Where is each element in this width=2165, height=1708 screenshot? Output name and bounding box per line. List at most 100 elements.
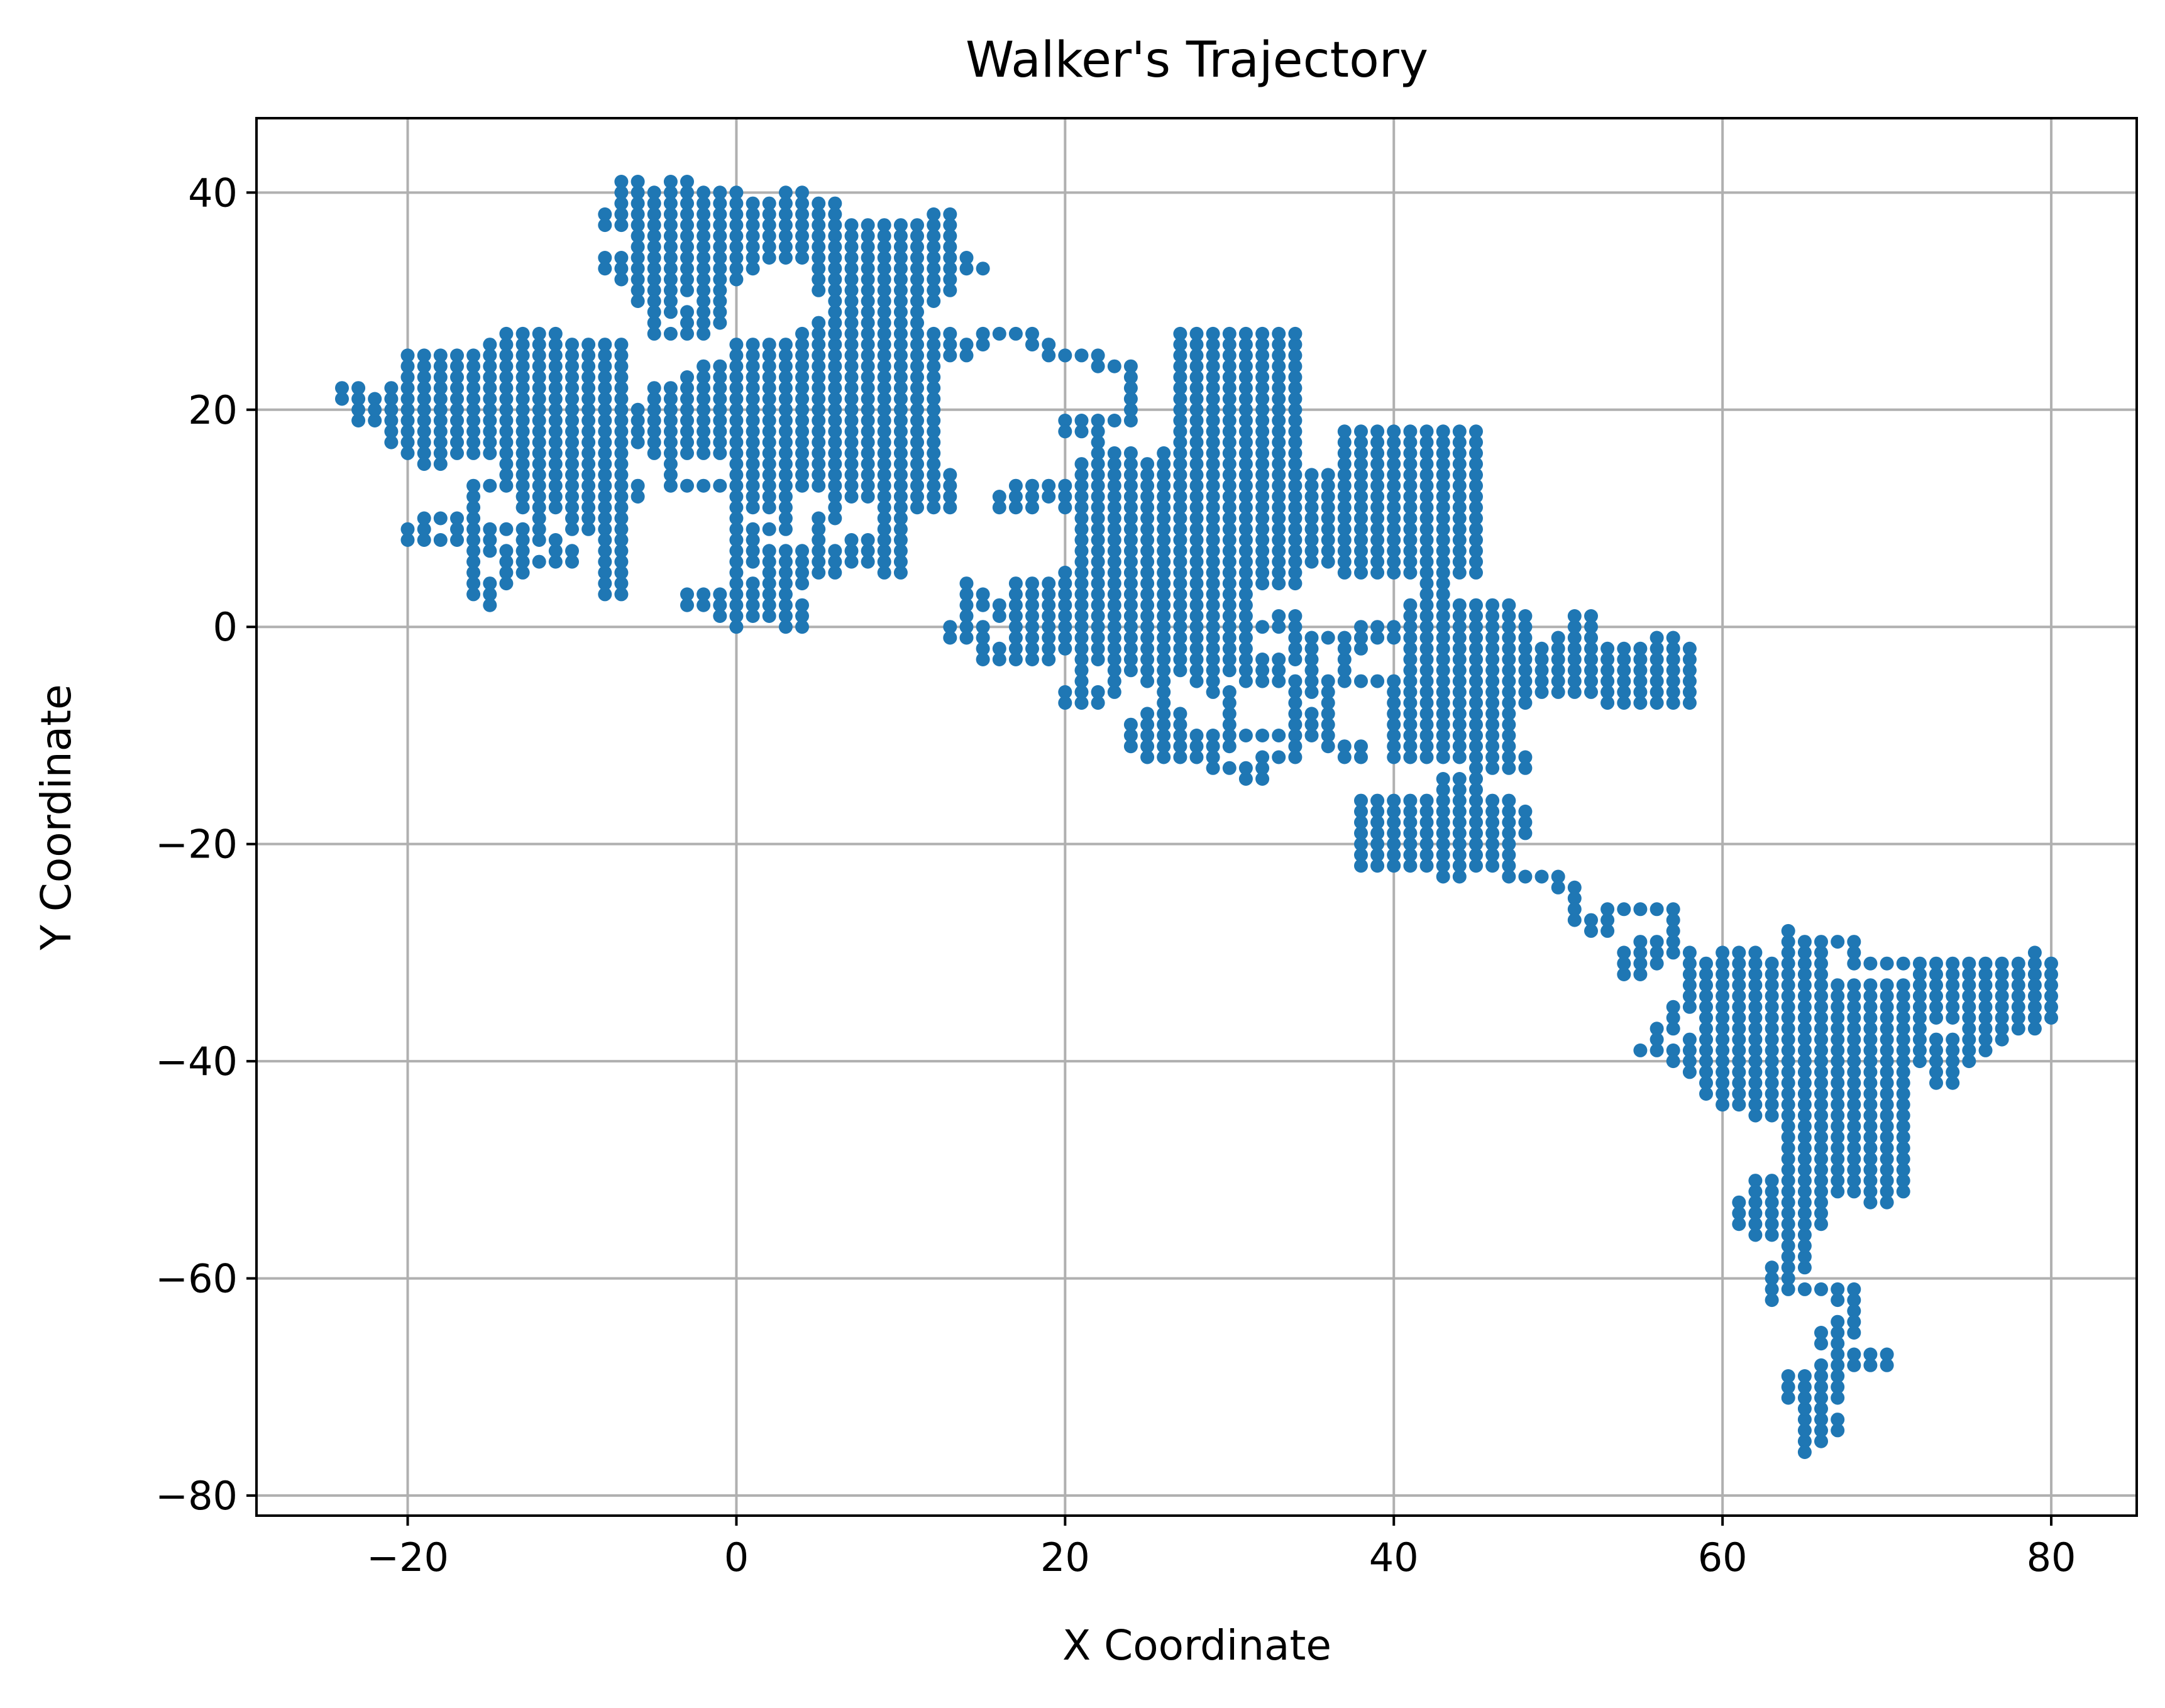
data-point — [893, 240, 908, 254]
data-point — [746, 229, 760, 243]
data-point — [417, 414, 431, 427]
data-point — [1123, 381, 1138, 395]
data-point — [1387, 848, 1401, 862]
data-point — [861, 283, 875, 297]
data-point — [1387, 837, 1401, 851]
data-point — [1354, 750, 1368, 764]
data-point — [1978, 967, 1993, 981]
data-point — [1189, 533, 1204, 547]
data-point — [910, 424, 924, 439]
data-point — [828, 359, 842, 373]
data-point — [614, 511, 629, 526]
data-point — [762, 457, 776, 471]
data-point — [1732, 1011, 1746, 1025]
data-point — [1436, 804, 1450, 818]
data-point — [844, 262, 859, 276]
data-point — [812, 207, 826, 221]
data-point — [548, 424, 563, 439]
data-point — [1650, 1043, 1664, 1057]
data-point — [368, 402, 382, 417]
data-point — [1419, 804, 1434, 818]
data-point — [581, 381, 596, 395]
data-point — [713, 359, 727, 373]
data-point — [1321, 631, 1335, 645]
data-point — [1107, 598, 1121, 612]
data-point — [1173, 490, 1187, 504]
data-point — [844, 294, 859, 308]
data-point — [1896, 1065, 1910, 1079]
data-point — [1272, 576, 1286, 591]
data-point — [1354, 826, 1368, 840]
data-point — [795, 402, 809, 417]
data-point — [1946, 967, 1960, 981]
data-point — [1469, 717, 1483, 732]
data-point — [1567, 685, 1582, 699]
data-point — [1272, 522, 1286, 536]
data-point — [1452, 869, 1467, 884]
data-point — [515, 381, 530, 395]
data-point — [828, 490, 842, 504]
data-point — [433, 370, 448, 384]
data-point — [1436, 631, 1450, 645]
data-point — [1896, 1087, 1910, 1101]
data-point — [877, 218, 891, 233]
data-point — [1123, 392, 1138, 406]
data-point — [959, 338, 974, 352]
data-point — [1452, 729, 1467, 742]
data-point — [1863, 1032, 1878, 1047]
data-point — [351, 381, 366, 395]
data-point — [746, 609, 760, 623]
data-point — [910, 446, 924, 460]
data-point — [1107, 500, 1121, 515]
data-point — [1304, 663, 1319, 678]
data-point — [1436, 837, 1450, 851]
data-point — [1880, 1011, 1894, 1025]
data-point — [844, 359, 859, 373]
data-point — [910, 370, 924, 384]
data-point — [1222, 587, 1237, 602]
data-point — [1650, 685, 1664, 699]
data-point — [959, 598, 974, 612]
data-point — [1304, 685, 1319, 699]
data-point — [1765, 1087, 1779, 1101]
data-point — [1419, 522, 1434, 536]
data-point — [1025, 609, 1039, 623]
data-point — [1929, 1032, 1943, 1047]
data-point — [1584, 913, 1598, 927]
data-point — [1682, 696, 1697, 710]
data-point — [1288, 392, 1303, 406]
data-point — [893, 392, 908, 406]
data-point — [1189, 587, 1204, 602]
data-point — [1699, 1032, 1713, 1047]
data-point — [1354, 435, 1368, 449]
data-point — [384, 402, 399, 417]
data-point — [680, 175, 694, 189]
data-point — [1748, 1206, 1763, 1220]
data-point — [812, 544, 826, 558]
data-point — [1403, 674, 1418, 688]
data-point — [778, 414, 793, 427]
data-point — [1074, 674, 1089, 688]
data-point — [1173, 641, 1187, 656]
data-point — [778, 544, 793, 558]
data-point — [1452, 468, 1467, 482]
data-point — [1995, 1011, 2009, 1025]
data-point — [1995, 1032, 2009, 1047]
data-point — [697, 435, 711, 449]
data-point — [1831, 1108, 1845, 1123]
data-point — [1797, 1054, 1812, 1069]
data-point — [1238, 435, 1253, 449]
data-point — [1551, 641, 1565, 656]
data-point — [1387, 446, 1401, 460]
data-point — [729, 609, 744, 623]
data-point — [466, 490, 481, 504]
data-point — [1797, 1401, 1812, 1416]
data-point — [1485, 815, 1500, 830]
data-point — [1863, 978, 1878, 993]
data-point — [1091, 685, 1105, 699]
data-point — [1502, 750, 1516, 764]
data-point — [466, 414, 481, 427]
data-point — [1288, 511, 1303, 526]
data-point — [2027, 978, 2042, 993]
data-point — [1272, 750, 1286, 764]
